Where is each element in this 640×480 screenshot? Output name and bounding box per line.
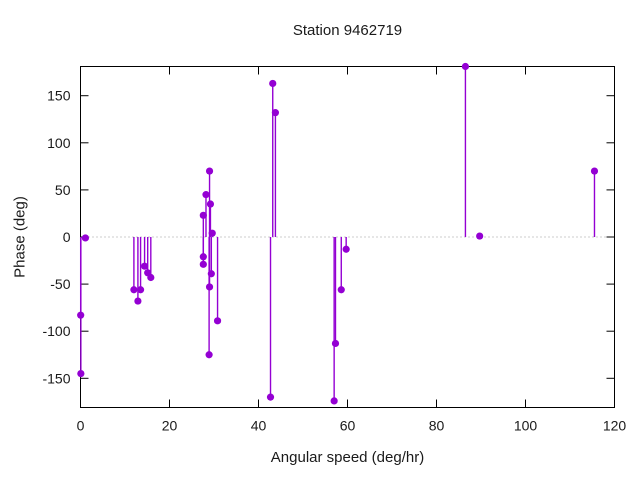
data-point <box>206 200 215 208</box>
data-point <box>330 397 338 405</box>
data-point <box>476 232 484 240</box>
data-point <box>130 286 138 294</box>
data-point <box>331 339 340 348</box>
data-point <box>590 167 599 175</box>
x-tick-label: 100 <box>514 418 538 434</box>
data-point <box>199 211 207 219</box>
data-point <box>266 393 275 401</box>
x-tick-label: 0 <box>77 418 85 434</box>
x-tick-label: 20 <box>162 418 178 434</box>
data-point <box>205 167 214 175</box>
data-point <box>134 297 142 305</box>
data-point <box>213 317 222 325</box>
data-point <box>461 62 470 71</box>
data-point <box>140 262 149 270</box>
data-point <box>208 229 216 237</box>
data-point <box>202 191 210 199</box>
data-point <box>342 245 350 253</box>
x-tick-label: 40 <box>251 418 267 434</box>
data-point <box>77 311 85 319</box>
y-tick-label: -50 <box>50 276 70 292</box>
y-tick-label: -150 <box>42 370 70 386</box>
data-point <box>205 283 214 291</box>
x-tick-label: 80 <box>429 418 445 434</box>
data-point <box>81 234 89 242</box>
data-point <box>147 273 155 282</box>
data-point <box>269 79 277 88</box>
y-tick-label: 50 <box>55 182 71 198</box>
x-axis-label: Angular speed (deg/hr) <box>270 449 425 466</box>
data-point <box>207 270 215 278</box>
y-tick-label: 0 <box>63 229 71 245</box>
y-tick-label: -100 <box>42 323 70 339</box>
data-point <box>199 260 207 268</box>
chart-title: Station 9462719 <box>292 22 403 39</box>
data-point <box>337 286 345 294</box>
y-tick-label: 150 <box>47 88 71 104</box>
data-point <box>199 253 207 261</box>
y-tick-label: 100 <box>47 135 71 151</box>
data-point <box>77 369 85 378</box>
data-point <box>271 109 280 117</box>
data-point <box>136 286 145 294</box>
x-tick-label: 60 <box>340 418 356 434</box>
x-tick-label: 120 <box>603 418 627 434</box>
data-point <box>205 351 213 359</box>
